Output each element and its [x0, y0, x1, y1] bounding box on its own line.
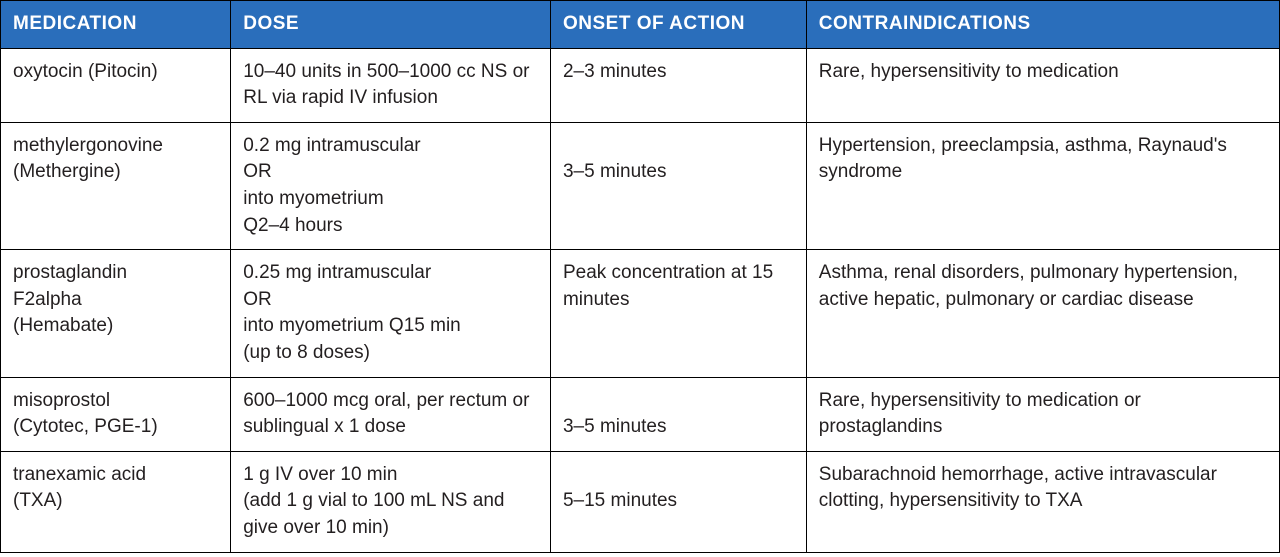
- cell-onset: Peak concentration at 15 minutes: [550, 250, 806, 377]
- col-header-contra: CONTRAINDICATIONS: [806, 1, 1279, 49]
- table-row: tranexamic acid (TXA) 1 g IV over 10 min…: [1, 451, 1280, 552]
- cell-onset: 5–15 minutes: [550, 451, 806, 552]
- table-row: methylergonovine (Methergine) 0.2 mg int…: [1, 122, 1280, 249]
- medication-table: MEDICATION DOSE ONSET OF ACTION CONTRAIN…: [0, 0, 1280, 553]
- cell-medication: prostaglandin F2alpha (Hemabate): [1, 250, 231, 377]
- cell-medication: misoprostol (Cytotec, PGE-1): [1, 377, 231, 451]
- cell-dose: 0.2 mg intramuscular OR into myometrium …: [231, 122, 551, 249]
- cell-dose: 10–40 units in 500–1000 cc NS or RL via …: [231, 48, 551, 122]
- col-header-medication: MEDICATION: [1, 1, 231, 49]
- cell-dose: 0.25 mg intramuscular OR into myometrium…: [231, 250, 551, 377]
- col-header-onset: ONSET OF ACTION: [550, 1, 806, 49]
- cell-dose: 600–1000 mcg oral, per rectum or subling…: [231, 377, 551, 451]
- table-row: misoprostol (Cytotec, PGE-1) 600–1000 mc…: [1, 377, 1280, 451]
- cell-onset: 3–5 minutes: [550, 122, 806, 249]
- cell-medication: oxytocin (Pitocin): [1, 48, 231, 122]
- cell-onset: 3–5 minutes: [550, 377, 806, 451]
- table-row: oxytocin (Pitocin) 10–40 units in 500–10…: [1, 48, 1280, 122]
- cell-contra: Rare, hypersensitivity to medication or …: [806, 377, 1279, 451]
- cell-medication: methylergonovine (Methergine): [1, 122, 231, 249]
- cell-onset: 2–3 minutes: [550, 48, 806, 122]
- col-header-dose: DOSE: [231, 1, 551, 49]
- cell-contra: Rare, hypersensitivity to medication: [806, 48, 1279, 122]
- cell-dose: 1 g IV over 10 min (add 1 g vial to 100 …: [231, 451, 551, 552]
- table-header-row: MEDICATION DOSE ONSET OF ACTION CONTRAIN…: [1, 1, 1280, 49]
- cell-medication: tranexamic acid (TXA): [1, 451, 231, 552]
- table-row: prostaglandin F2alpha (Hemabate) 0.25 mg…: [1, 250, 1280, 377]
- cell-contra: Asthma, renal disorders, pulmonary hyper…: [806, 250, 1279, 377]
- cell-contra: Hypertension, preeclampsia, asthma, Rayn…: [806, 122, 1279, 249]
- cell-contra: Subarachnoid hemorrhage, active intravas…: [806, 451, 1279, 552]
